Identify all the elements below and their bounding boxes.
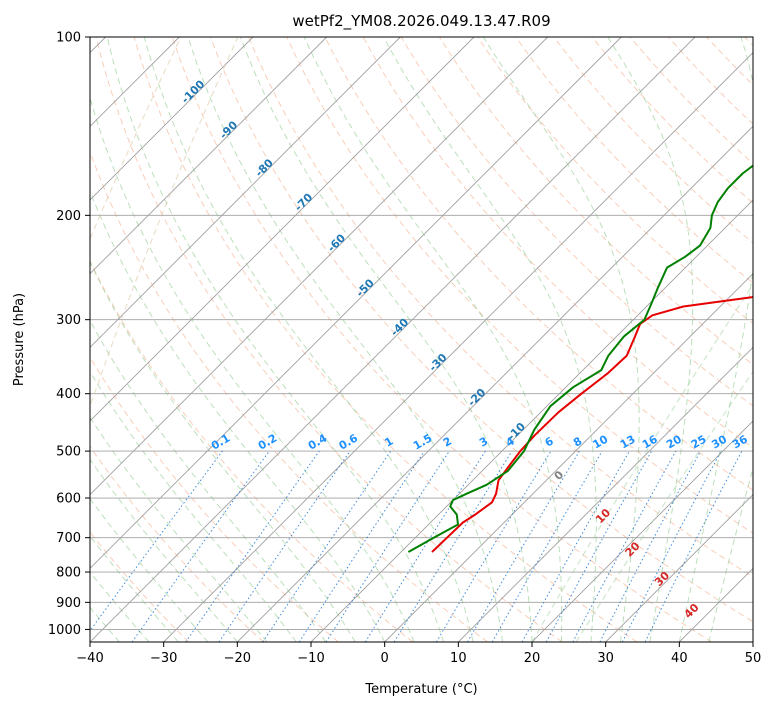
y-tick-label: 900 [56,596,81,611]
reference-curve [90,37,239,409]
y-tick-label: 600 [56,492,81,507]
y-tick-label: 300 [56,313,81,328]
x-tick-label: −30 [150,651,177,666]
moist-adiabat-line [90,260,356,642]
isotherm-line [90,37,548,496]
isotherm-line [237,125,753,642]
x-tick-label: −10 [297,651,324,666]
moist-adiabat-line [106,37,445,642]
isotherm-line [90,37,401,348]
mixing-ratio-line [298,450,425,642]
dry-adiabat-line [515,37,753,284]
moist-adiabat-line [90,497,209,642]
mixing-ratio-line [644,450,743,642]
y-tick-label: 700 [56,531,81,546]
x-axis: −40 −30 −20 −10 0 10 20 30 40 50 [76,642,761,666]
y-axis-label: Pressure (hPa) [12,293,27,386]
reference-curve [531,283,753,642]
moist-adiabat-line [607,37,694,642]
isotherm-line [458,346,753,642]
mixing-ratio-line [393,450,513,642]
moist-adiabat-line [90,535,179,642]
moist-adiabat-line [143,37,474,642]
x-tick-label: −40 [76,651,103,666]
moist-adiabat-line [90,416,268,642]
x-tick-label: 50 [745,651,762,666]
moist-adiabat-line [482,37,640,642]
dry-adiabat-line [324,37,753,491]
x-tick-label: 10 [450,651,467,666]
plot-area [90,37,753,642]
dry-adiabat-line [90,445,264,642]
chart-title: wetPf2_YM08.2026.049.13.47.R09 [292,12,550,31]
isotherm-line [384,273,753,642]
mixing-ratio-line [572,450,677,642]
dry-adiabat-line [286,37,753,534]
isotherm-line [90,37,327,275]
y-tick-label: 800 [56,566,81,581]
temperature-profile-line [431,295,753,553]
moist-adiabat-line [187,37,503,642]
dry-adiabat-line [90,259,414,642]
dry-adiabat-line [95,37,563,642]
moist-adiabat-line [90,189,386,642]
moist-adiabat-line [383,37,597,642]
mixing-ratio-line [545,450,653,642]
plot-frame [89,36,754,643]
mixing-ratio-line [218,450,351,642]
mixing-ratio-lines [90,450,743,642]
moist-adiabat-line [708,466,753,642]
moist-adiabat-line [90,458,238,642]
isotherm-line [90,37,696,642]
x-tick-label: 0 [381,651,389,666]
x-tick-label: 30 [597,651,614,666]
mixing-ratio-line [90,450,223,632]
y-tick-label: 200 [56,209,81,224]
y-tick-label: 500 [56,445,81,460]
isotherm-line [310,199,753,642]
isotherm-line [90,37,475,422]
moist-adiabat-line [239,37,533,642]
moist-adiabat-line [303,37,563,642]
mixing-ratio-line [521,450,630,642]
isotherm-line [90,37,622,569]
y-tick-label: 100 [56,31,81,46]
moist-adiabat-line [678,37,753,642]
profile-lines [407,164,753,553]
y-tick-label: 1000 [48,623,81,638]
isotherm-line [90,37,254,201]
moist-adiabat-line [90,370,297,642]
mixing-ratio-line [131,450,270,642]
dry-adiabat-line [133,37,638,642]
x-axis-label: Temperature (°C) [364,682,477,697]
isotherm-line [605,494,753,642]
mixing-ratio-line [325,450,450,642]
isotherm-line [163,52,753,642]
x-tick-label: 20 [524,651,541,666]
dry-adiabat-line [90,356,339,642]
mixing-ratio-line [185,450,320,642]
moist-adiabat-line [90,319,327,642]
mixing-ratio-line [262,450,392,642]
reference-curves [90,37,753,642]
dry-adiabat-line [210,37,753,623]
reference-curve [575,370,753,642]
x-tick-label: 40 [671,651,688,666]
dewpoint-profile-line [407,164,753,553]
y-axis: 100 200 300 400 500 600 700 800 900 1000 [48,31,90,638]
y-tick-label: 400 [56,387,81,402]
x-tick-label: −20 [224,651,251,666]
isotherms [90,37,753,642]
isotherm-line [531,420,753,642]
dry-adiabat-line [248,37,753,578]
